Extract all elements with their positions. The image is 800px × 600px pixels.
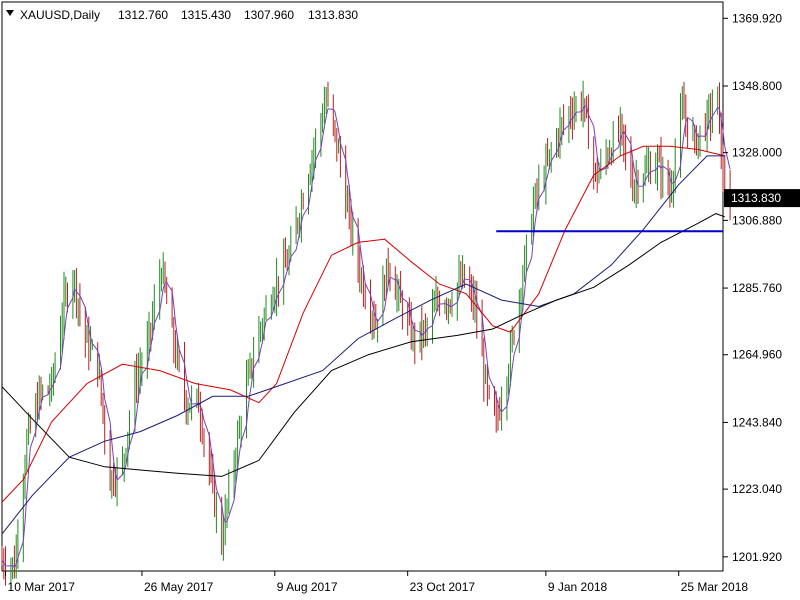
collapse-arrow-icon[interactable]	[6, 10, 14, 16]
x-tick-label: 26 May 2017	[144, 580, 214, 594]
y-tick-label: 1243.840	[732, 415, 782, 429]
y-tick-label: 1285.760	[732, 281, 782, 295]
candles-layer	[1, 80, 731, 590]
ohlc-high: 1315.430	[181, 8, 231, 22]
time-axis: 10 Mar 2017 26 May 2017 9 Aug 2017 23 Oct 2…	[5, 571, 749, 594]
x-tick-label: 10 Mar 2017	[8, 580, 76, 594]
moving-averages-layer	[1, 105, 731, 569]
ohlc-open: 1312.760	[118, 8, 168, 22]
y-tick-label: 1348.800	[732, 79, 782, 93]
y-tick-label: 1369.920	[732, 11, 782, 25]
y-tick-label: 1223.040	[732, 482, 782, 496]
ma-fast-line	[1, 105, 731, 569]
y-tick-label: 1201.920	[732, 550, 782, 564]
ohlc-close: 1313.830	[308, 8, 358, 22]
ma-navy-line	[1, 155, 725, 535]
x-tick-label: 25 Mar 2018	[681, 580, 749, 594]
symbol-label: XAUUSD,Daily	[20, 8, 100, 22]
current-price-box	[724, 189, 800, 208]
price-axis: 1369.920 1348.800 1328.000 1306.880 1285.760…	[723, 11, 782, 564]
ma-red-line	[1, 145, 725, 503]
y-tick-label: 1264.960	[732, 348, 782, 362]
current-price-marker: 1313.830	[724, 189, 800, 208]
x-tick-label: 9 Jan 2018	[548, 580, 608, 594]
current-price-label: 1313.830	[731, 191, 781, 205]
ohlc-low: 1307.960	[244, 8, 294, 22]
plot-frame	[1, 1, 724, 572]
ma-black-line	[1, 213, 725, 477]
y-tick-label: 1306.880	[732, 213, 782, 227]
y-tick-label: 1328.000	[732, 146, 782, 160]
x-tick-label: 23 Oct 2017	[410, 580, 476, 594]
x-tick-label: 9 Aug 2017	[277, 580, 338, 594]
